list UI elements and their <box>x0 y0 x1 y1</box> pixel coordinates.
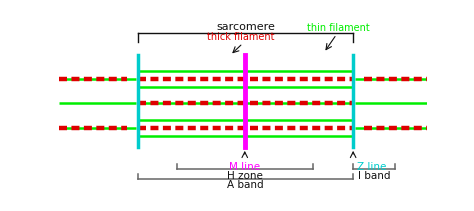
Text: thin filament: thin filament <box>307 23 370 33</box>
Text: I band: I band <box>358 171 391 181</box>
Text: Z line: Z line <box>357 162 386 172</box>
Text: thick filament: thick filament <box>207 32 275 42</box>
Text: M line: M line <box>229 162 260 172</box>
Text: sarcomere: sarcomere <box>216 22 275 32</box>
Text: A band: A band <box>228 180 264 191</box>
Text: H zone: H zone <box>227 171 263 181</box>
